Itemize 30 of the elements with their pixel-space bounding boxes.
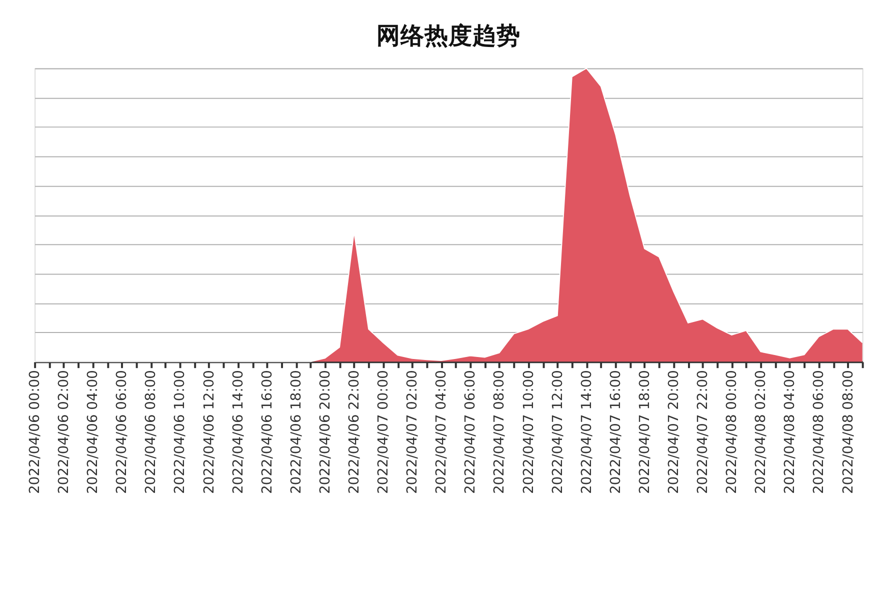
x-tick-label: 2022/04/07 14:00	[578, 370, 595, 494]
x-tick-label: 2022/04/06 22:00	[346, 370, 363, 494]
x-tick-label: 2022/04/07 22:00	[695, 370, 712, 494]
x-tick-label: 2022/04/06 04:00	[85, 370, 102, 494]
x-tick-label: 2022/04/06 12:00	[201, 370, 218, 494]
x-tick-label: 2022/04/06 14:00	[230, 370, 246, 494]
x-tick-label: 2022/04/06 08:00	[143, 370, 160, 494]
x-tick-label: 2022/04/07 02:00	[404, 370, 421, 494]
x-tick-label: 2022/04/06 00:00	[27, 370, 44, 494]
x-tick-label: 2022/04/06 18:00	[288, 370, 304, 494]
x-tick-label: 2022/04/07 20:00	[666, 370, 682, 494]
x-tick-label: 2022/04/08 02:00	[753, 370, 770, 494]
chart-title: 网络热度趋势	[376, 22, 520, 50]
x-tick-label: 2022/04/08 08:00	[840, 370, 856, 494]
x-tick-label: 2022/04/07 10:00	[520, 370, 537, 494]
x-tick-label: 2022/04/06 20:00	[317, 370, 334, 494]
x-tick-label: 2022/04/08 06:00	[811, 370, 828, 494]
x-tick-label: 2022/04/06 06:00	[114, 370, 130, 494]
x-tick-label: 2022/04/08 04:00	[782, 370, 798, 494]
x-tick-label: 2022/04/06 16:00	[259, 370, 276, 494]
x-tick-label: 2022/04/07 00:00	[376, 370, 392, 494]
x-tick-label: 2022/04/07 04:00	[434, 370, 450, 494]
x-tick-label: 2022/04/07 08:00	[492, 370, 508, 494]
x-tick-label: 2022/04/07 12:00	[550, 370, 566, 494]
x-tick-label: 2022/04/07 16:00	[608, 370, 624, 494]
x-tick-label: 2022/04/07 18:00	[636, 370, 653, 494]
x-tick-label: 2022/04/06 10:00	[172, 370, 188, 494]
x-tick-label: 2022/04/08 00:00	[724, 370, 740, 494]
x-tick-label: 2022/04/07 06:00	[462, 370, 479, 494]
x-tick-label: 2022/04/06 02:00	[56, 370, 72, 494]
